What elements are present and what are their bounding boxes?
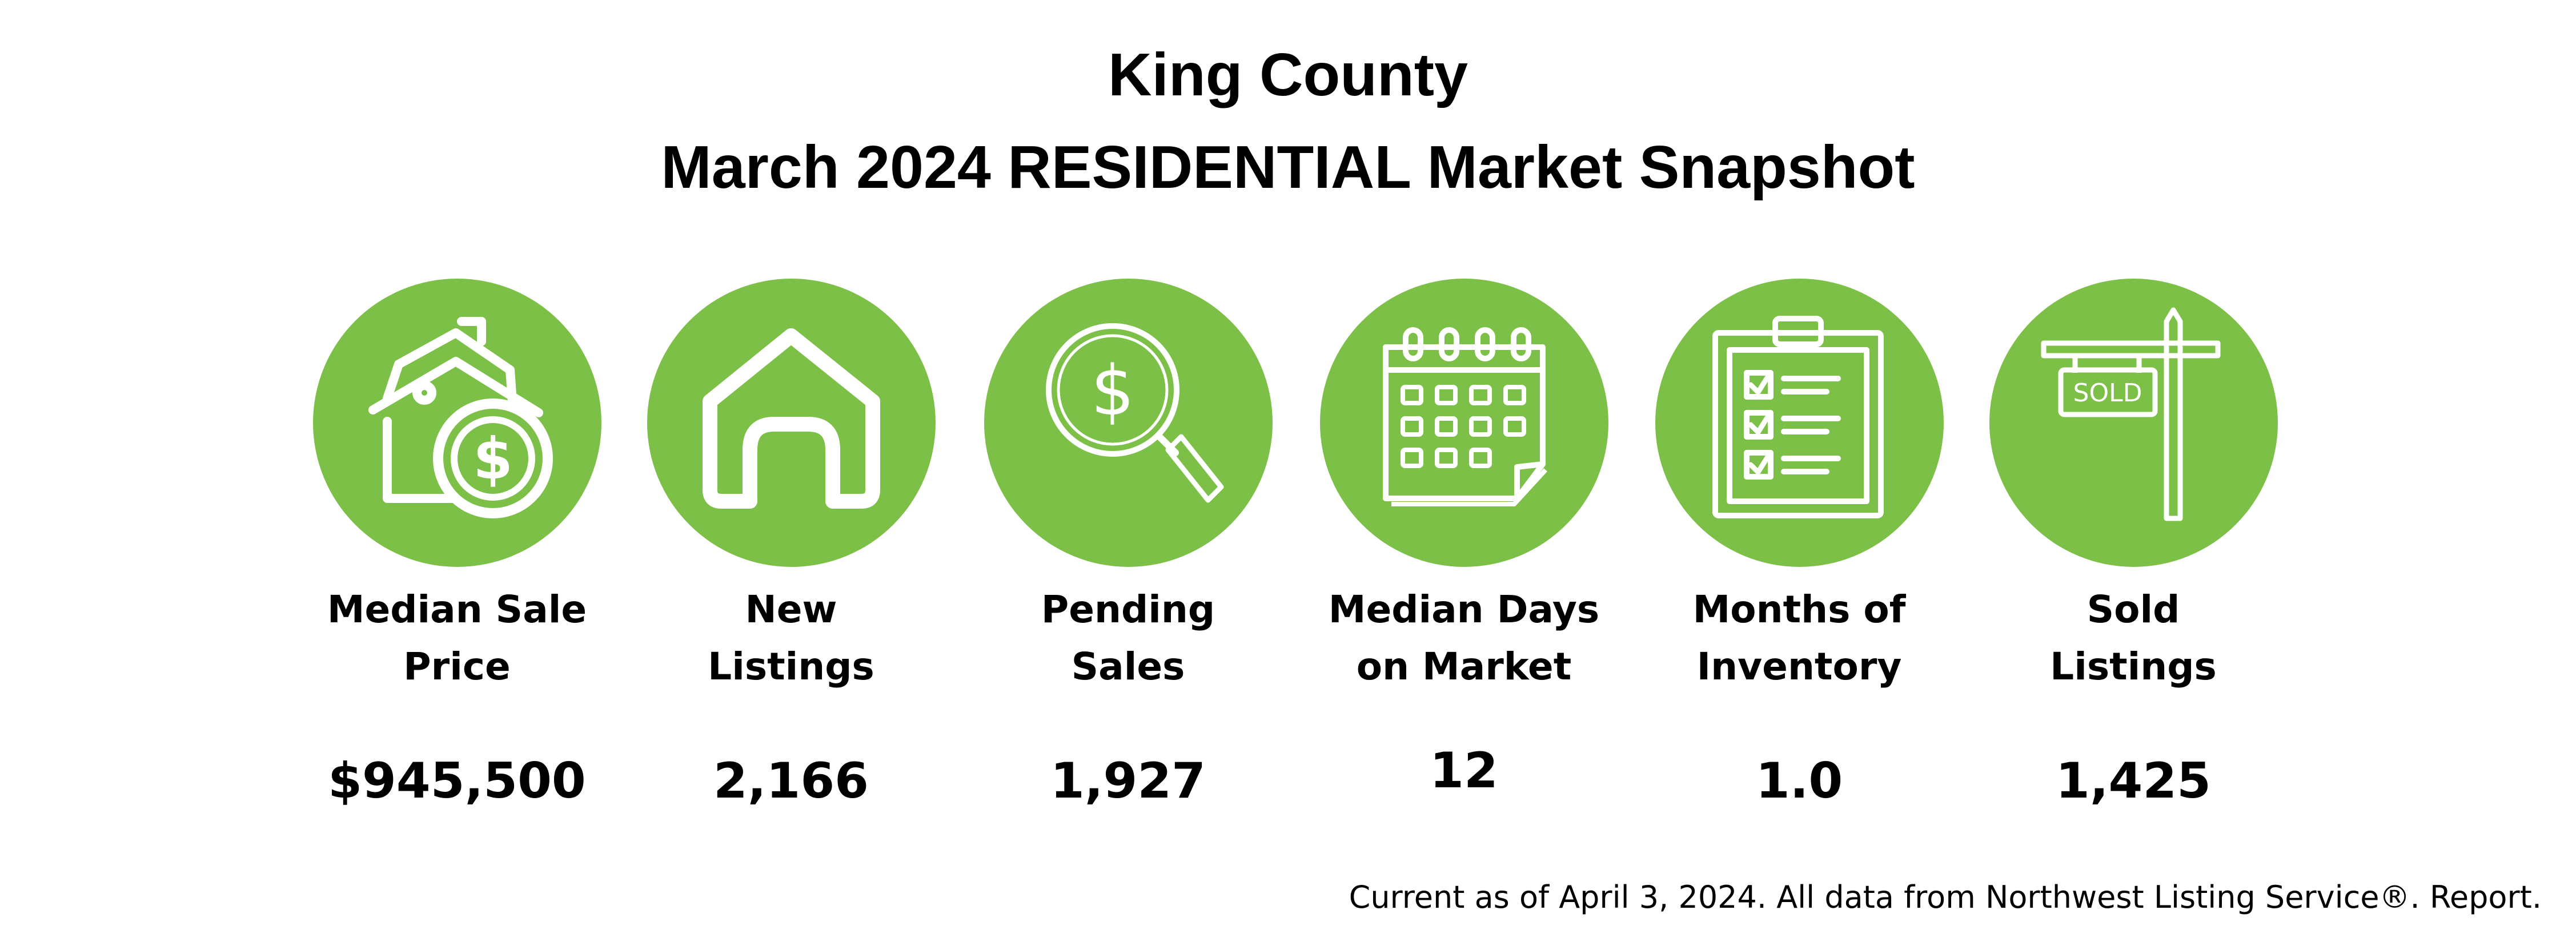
metric-value: $945,500 (328, 752, 586, 810)
metric-median-days: Median Days on Market 12 (1264, 0, 1664, 856)
title-snapshot: March 2024 RESIDENTIAL Market Snapshot (661, 134, 1915, 201)
clipboard-checklist-icon (1712, 316, 1884, 518)
metric-circle (1655, 279, 1944, 567)
metric-label: New Listings (708, 587, 874, 689)
title-county: King County (1108, 41, 1468, 108)
svg-text:$: $ (1091, 352, 1134, 431)
metric-value: 2,166 (713, 752, 869, 810)
metric-months-inventory: Months of Inventory 1.0 (1599, 0, 1999, 856)
sold-sign-text: SOLD (2073, 379, 2142, 408)
magnifier-dollar-icon: $ (1046, 323, 1224, 503)
metric-label: Sold Listings (2050, 587, 2217, 689)
metric-label: Median Sale Price (327, 587, 587, 689)
house-dollar-icon: $ (368, 317, 553, 518)
sold-sign-icon: SOLD (2041, 307, 2221, 521)
metric-value: 1,425 (2055, 752, 2212, 810)
metric-value: 12 (1430, 742, 1498, 799)
metric-label: Pending Sales (1041, 587, 1215, 689)
metric-circle: SOLD (1989, 279, 2278, 567)
svg-text:$: $ (473, 425, 513, 492)
metric-label: Months of Inventory (1692, 587, 1906, 689)
metric-circle (1320, 279, 1608, 567)
metric-circle: $ (984, 279, 1273, 567)
metric-circle: $ (313, 279, 601, 567)
metric-value: 1,927 (1050, 752, 1206, 810)
metric-median-sale-price: $ Median Sale Price $945,500 (257, 0, 657, 856)
data-source-footnote: Current as of April 3, 2024. All data fr… (1349, 879, 2542, 915)
metric-label: Median Days on Market (1328, 587, 1600, 689)
metric-circle (647, 279, 936, 567)
house-icon (703, 328, 880, 509)
metric-sold-listings: SOLD Sold Listings 1,425 (1933, 0, 2333, 856)
calendar-icon (1383, 327, 1547, 506)
metric-pending-sales: $ Pending Sales 1,927 (928, 0, 1328, 856)
metric-new-listings: New Listings 2,166 (591, 0, 991, 856)
metric-value: 1.0 (1755, 752, 1843, 810)
